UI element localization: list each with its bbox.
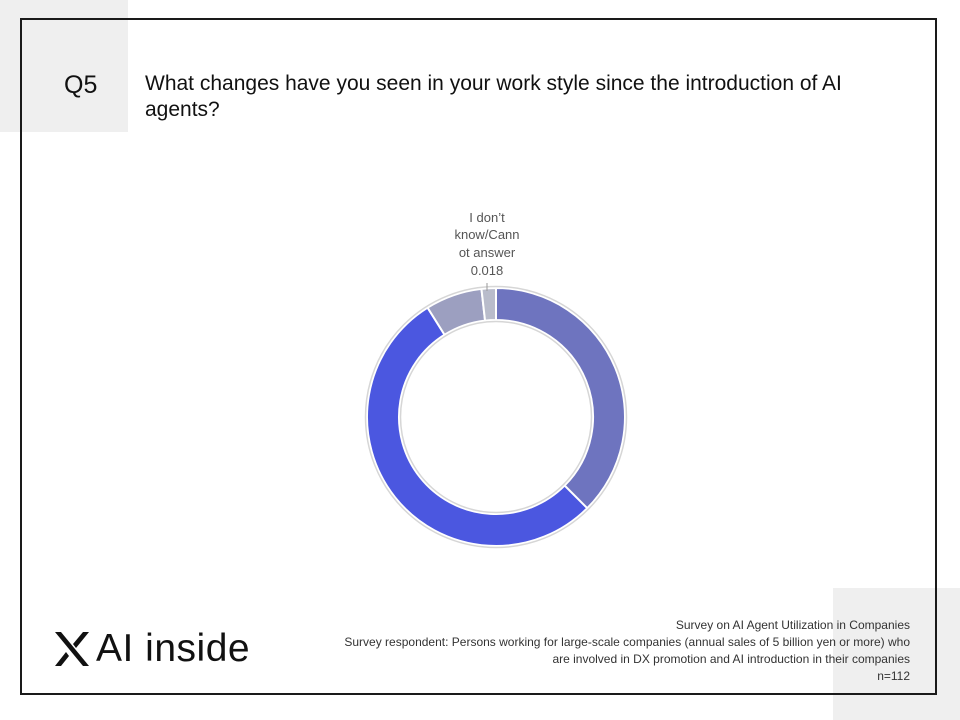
question-title: What changes have you seen in your work … (145, 72, 842, 121)
data-label-line-1: I don’t (469, 210, 505, 225)
logo-text: AI inside (96, 627, 251, 670)
donut-slices (364, 285, 628, 549)
data-label-line-3: ot answer (459, 245, 516, 260)
donut-slice-1 (495, 286, 626, 510)
survey-footer: Survey on AI Agent Utilization in Compan… (210, 617, 910, 685)
footer-sample-size: n=112 (877, 669, 910, 683)
footer-survey-title: Survey on AI Agent Utilization in Compan… (675, 618, 910, 632)
question-number: Q5 (64, 71, 98, 99)
donut-inner-ring (399, 320, 593, 514)
slide-frame (20, 18, 937, 695)
footer-respondent-line-1: Survey respondent: Persons working for l… (344, 635, 910, 649)
donut-outer-ring (364, 285, 628, 549)
donut-chart-svg: I don’t know/Cann ot answer 0.018 (364, 210, 628, 549)
corner-decoration-bottom-right (833, 588, 960, 720)
data-label-value: 0.018 (471, 263, 504, 278)
company-logo: AI inside (52, 625, 250, 675)
footer-respondent-line-2: are involved in DX promotion and AI intr… (552, 652, 910, 666)
donut-chart: I don’t know/Cann ot answer 0.018 (340, 195, 650, 565)
donut-slice-4 (480, 286, 497, 322)
x-mark-icon (55, 632, 89, 666)
donut-slice-2 (366, 306, 589, 547)
data-label-line-2: know/Cann (454, 227, 519, 242)
